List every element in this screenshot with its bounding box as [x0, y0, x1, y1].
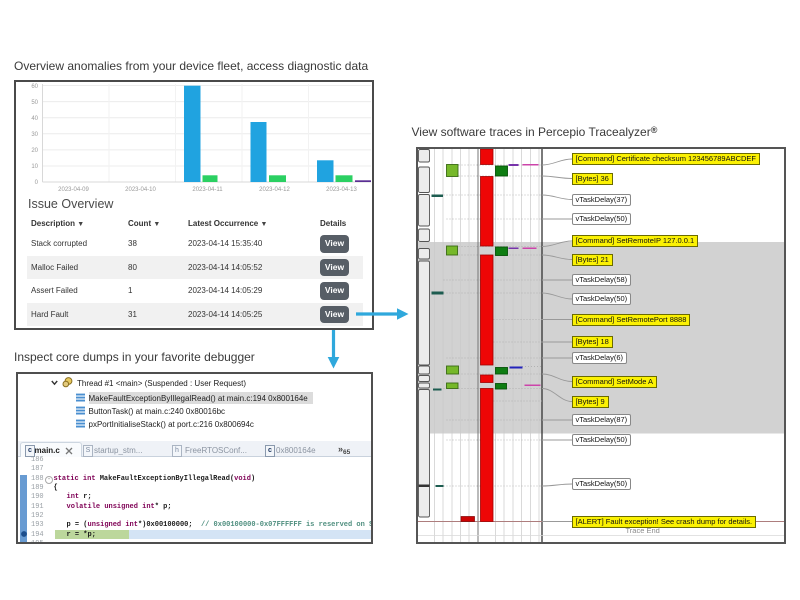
svg-text:2023-04-10: 2023-04-10	[125, 187, 156, 193]
svg-text:10: 10	[31, 164, 38, 170]
svg-text:2023-04-13: 2023-04-13	[326, 187, 357, 193]
svg-text:2023-04-09: 2023-04-09	[58, 187, 89, 193]
svg-text:0: 0	[35, 180, 39, 186]
svg-text:60: 60	[31, 84, 38, 90]
svg-text:50: 50	[31, 100, 38, 106]
svg-text:2023-04-12: 2023-04-12	[259, 187, 290, 193]
svg-text:40: 40	[31, 116, 38, 122]
svg-text:30: 30	[31, 132, 38, 138]
svg-text:2023-04-11: 2023-04-11	[192, 187, 223, 193]
svg-text:20: 20	[31, 148, 38, 154]
